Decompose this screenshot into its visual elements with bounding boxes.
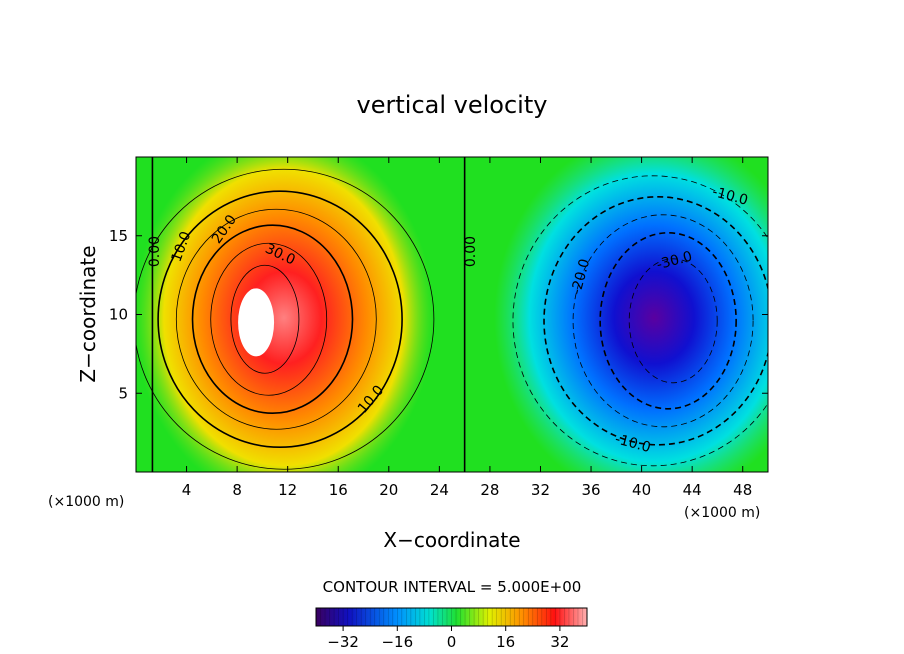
updraft-region [136,157,434,472]
colorbar-tick-label: 16 [496,633,515,651]
x-tick-label: 28 [480,481,499,499]
updraft-contour-line [157,190,403,449]
y-tick-label: 10 [109,306,128,324]
updraft-contour-line [136,168,435,470]
x-tick-label: 36 [581,481,600,499]
x-axis-label: X−coordinate [383,528,520,552]
colorbar-tick-label: −16 [381,633,413,651]
x-tick-label: 44 [683,481,702,499]
contour-label: 0.00 [463,236,479,267]
chart-title: vertical velocity [357,91,548,119]
contour-label: 0.00 [147,236,163,267]
x-tick-label: 40 [632,481,651,499]
updraft-contour-line [191,224,354,415]
x-axis-unit: (×1000 m) [684,505,760,521]
x-tick-label: 48 [733,481,752,499]
updraft-contour-line [230,264,300,374]
colorbar-tick-label: 0 [447,633,457,651]
x-tick-label: 12 [278,481,297,499]
colorbar-tick-label: −32 [327,633,359,651]
colorbar-tick-label: 32 [550,633,569,651]
x-tick-label: 32 [531,481,550,499]
plot-area [136,157,768,472]
y-tick-label: 15 [109,227,128,245]
downdraft-region [494,157,768,472]
downdraft-contour-line [543,196,768,446]
x-tick-label: 16 [329,481,348,499]
x-tick-label: 24 [430,481,449,499]
y-axis-label: Z−coordinate [76,245,100,382]
x-tick-label: 4 [182,481,192,499]
colorbar: −32 −16 0 16 32 [315,607,588,651]
updraft-contour-line [210,242,328,396]
downdraft-contour-line [512,175,768,467]
y-tick-label: 5 [118,384,128,402]
downdraft-contour-line [572,214,754,428]
x-tick-label: 8 [232,481,242,499]
contour-interval-text: CONTOUR INTERVAL = 5.000E+00 [323,578,582,596]
downdraft-contour-line [628,258,718,384]
updraft-core [238,288,275,357]
y-axis-unit: (×1000 m) [48,494,124,510]
downdraft-contour-line [599,231,737,410]
x-tick-label: 20 [379,481,398,499]
updraft-contour-line [175,208,377,430]
